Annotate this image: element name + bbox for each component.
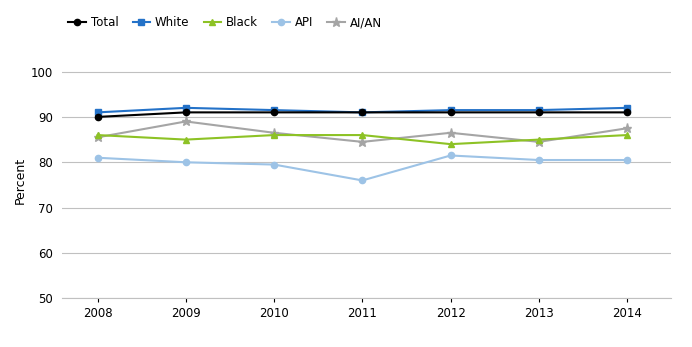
White	[93, 110, 102, 115]
API	[446, 153, 455, 158]
Total	[182, 110, 190, 115]
API	[93, 156, 102, 160]
API	[270, 162, 278, 167]
Total	[535, 110, 543, 115]
White	[535, 108, 543, 112]
AI/AN	[182, 119, 190, 124]
Total	[93, 115, 102, 119]
API	[623, 158, 631, 162]
Legend: Total, White, Black, API, AI/AN: Total, White, Black, API, AI/AN	[69, 16, 382, 29]
API	[182, 160, 190, 164]
Black	[623, 133, 631, 137]
Line: Black: Black	[94, 132, 630, 147]
AI/AN	[446, 131, 455, 135]
AI/AN	[535, 140, 543, 144]
Black	[535, 137, 543, 142]
Black	[270, 133, 278, 137]
Total	[623, 110, 631, 115]
White	[270, 108, 278, 112]
Total	[446, 110, 455, 115]
Black	[93, 133, 102, 137]
Line: White: White	[94, 105, 630, 116]
AI/AN	[358, 140, 367, 144]
White	[446, 108, 455, 112]
Total	[270, 110, 278, 115]
Total	[358, 110, 367, 115]
White	[182, 106, 190, 110]
API	[358, 178, 367, 183]
Black	[358, 133, 367, 137]
White	[623, 106, 631, 110]
AI/AN	[93, 135, 102, 139]
Y-axis label: Percent: Percent	[14, 157, 27, 204]
Line: AI/AN: AI/AN	[93, 117, 632, 146]
API	[535, 158, 543, 162]
Line: API: API	[94, 152, 630, 184]
AI/AN	[623, 126, 631, 130]
AI/AN	[270, 131, 278, 135]
Line: Total: Total	[94, 109, 630, 120]
Black	[446, 142, 455, 146]
White	[358, 110, 367, 115]
Black	[182, 137, 190, 142]
